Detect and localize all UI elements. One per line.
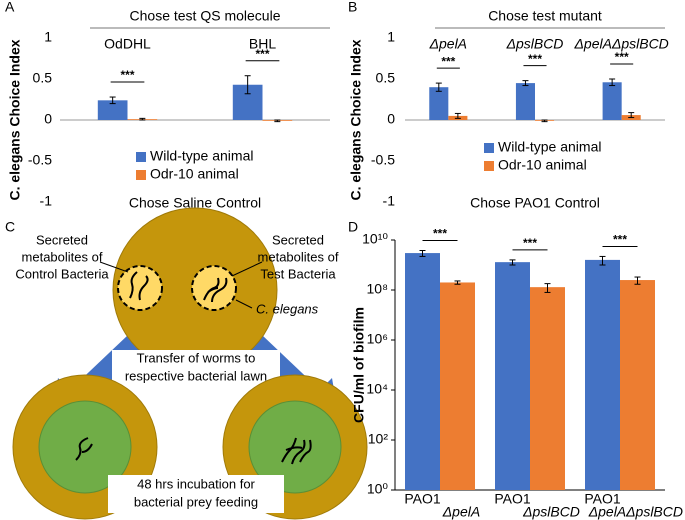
legend-swatch: [136, 152, 146, 162]
category-label: OdDHL: [104, 36, 151, 52]
worm: [75, 437, 93, 461]
bar: [585, 259, 620, 490]
x-axis-label: Chose Saline Control: [129, 195, 261, 211]
diagram: C Secreted metabolites of Control Bacter…: [5, 207, 368, 520]
x-tick-label: PAO1: [404, 491, 441, 507]
y-tick-label: 10⁴: [366, 381, 388, 397]
y-tick-label: 0: [387, 111, 395, 127]
y-tick-label: 0.5: [376, 70, 396, 86]
y-tick-label: 1: [44, 29, 52, 45]
x-tick-label: PAO1: [494, 491, 531, 507]
bar: [602, 82, 622, 120]
label: 48 hrs incubation for: [137, 476, 255, 491]
significance-label: ***: [615, 50, 629, 64]
y-tick-label: 0.5: [33, 70, 53, 86]
y-tick-label: 10⁸: [367, 281, 389, 297]
panel-label: D: [348, 219, 358, 235]
legend-label: Wild-type animal: [150, 148, 253, 164]
y-tick-label: -1: [40, 193, 53, 209]
bar: [440, 282, 475, 490]
label: Transfer of worms to: [137, 350, 256, 365]
spot: [117, 265, 163, 311]
x-axis-label: Chose PAO1 Control: [470, 195, 600, 211]
worm: [281, 437, 312, 465]
category-label: BHL: [249, 36, 276, 52]
label-bg: [108, 475, 284, 513]
significance-label: ***: [255, 47, 269, 61]
significance-label: ***: [523, 236, 537, 250]
bar: [530, 287, 565, 490]
label: bacterial prey feeding: [134, 494, 258, 509]
leader: [235, 299, 253, 309]
y-tick-label: 0: [44, 111, 52, 127]
label: Secreted: [36, 232, 88, 247]
legend-label: Odr-10 animal: [150, 166, 239, 182]
leader: [231, 261, 263, 277]
panel-label: A: [5, 0, 15, 15]
category-label: ΔpelA: [429, 36, 467, 52]
panel-label: C: [5, 219, 15, 235]
legend-swatch: [136, 170, 146, 180]
label: Test Bacteria: [260, 266, 336, 281]
worm: [129, 271, 149, 301]
y-tick-label: 10¹⁰: [362, 231, 388, 247]
x-tick-label: ΔpelA: [442, 504, 480, 520]
y-tick-label: 1: [387, 29, 395, 45]
y-tick-label: -1: [383, 193, 396, 209]
x-tick-label: PAO1: [584, 491, 621, 507]
label-bg: [112, 350, 280, 386]
significance-label: ***: [120, 68, 134, 82]
label: C. elegans: [256, 301, 319, 316]
y-axis-label: C. elegans Choice Index: [7, 39, 23, 200]
bar: [405, 253, 440, 490]
category-label: ΔpelAΔpslBCD: [574, 36, 669, 52]
x-tick-label: ΔpelAΔpslBCD: [588, 504, 683, 520]
y-axis-label: CFU/ml of biofilm: [351, 307, 367, 423]
worm: [203, 277, 228, 303]
bar: [429, 87, 449, 120]
legend-swatch: [484, 161, 494, 171]
significance-label: ***: [528, 52, 542, 66]
y-tick-label: 10⁰: [367, 481, 389, 497]
label: metabolites of: [258, 249, 339, 264]
category-label: ΔpslBCD: [506, 36, 564, 52]
header: Chose test mutant: [488, 8, 602, 24]
bar: [620, 280, 655, 490]
label: metabolites of: [22, 249, 103, 264]
y-axis-label: C. elegans Choice Index: [348, 39, 364, 200]
significance-label: ***: [441, 54, 455, 68]
significance-label: ***: [613, 233, 627, 247]
y-tick-label: -0.5: [28, 152, 52, 168]
significance-label: ***: [433, 227, 447, 241]
y-tick-label: -0.5: [371, 152, 395, 168]
legend-swatch: [484, 143, 494, 153]
x-tick-label: ΔpslBCD: [522, 504, 580, 520]
lawn: [38, 400, 132, 494]
panel-label: B: [348, 0, 357, 15]
leader: [99, 261, 129, 273]
legend-label: Wild-type animal: [498, 139, 601, 155]
label: Secreted: [272, 232, 324, 247]
bar: [495, 262, 530, 490]
y-tick-label: 10²: [368, 431, 389, 447]
legend-label: Odr-10 animal: [498, 157, 587, 173]
bar: [97, 100, 128, 120]
label: respective bacterial lawn: [125, 368, 267, 383]
header: Chose test QS molecule: [130, 8, 281, 24]
bar: [515, 83, 535, 120]
label: Control Bacteria: [15, 266, 109, 281]
y-tick-label: 10⁶: [367, 331, 388, 347]
